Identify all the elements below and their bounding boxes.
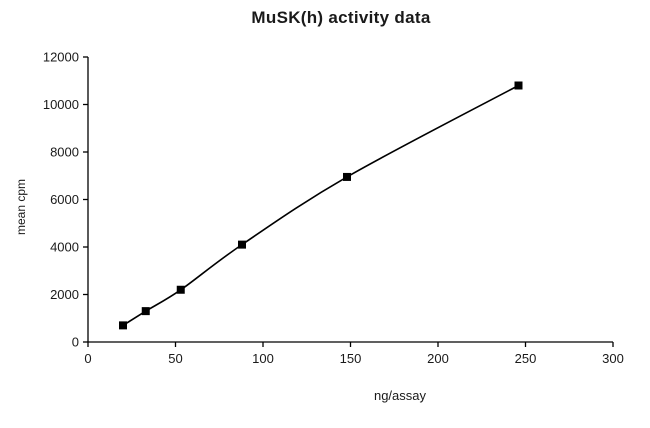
- x-tick-label: 300: [602, 351, 624, 366]
- x-tick-label: 50: [168, 351, 182, 366]
- x-tick-label: 250: [515, 351, 537, 366]
- chart-title: MuSK(h) activity data: [251, 8, 431, 27]
- x-tick-label: 150: [340, 351, 362, 366]
- y-tick-label: 10000: [43, 97, 79, 112]
- data-point-marker: [141, 307, 150, 316]
- y-tick-label: 12000: [43, 50, 79, 65]
- x-tick-label: 100: [252, 351, 274, 366]
- y-tick-label: 6000: [50, 192, 79, 207]
- y-tick-label: 2000: [50, 287, 79, 302]
- x-tick-label: 200: [427, 351, 449, 366]
- y-tick-label: 4000: [50, 240, 79, 255]
- data-point-marker: [343, 172, 351, 181]
- x-axis-label: ng/assay: [373, 388, 427, 403]
- x-tick-label: 0: [84, 351, 91, 366]
- data-point-marker: [119, 321, 127, 330]
- y-tick-label: 0: [72, 335, 79, 350]
- data-point-marker: [514, 81, 523, 90]
- data-point-marker: [238, 240, 246, 249]
- y-tick-label: 8000: [50, 145, 79, 160]
- data-point-marker: [176, 285, 185, 294]
